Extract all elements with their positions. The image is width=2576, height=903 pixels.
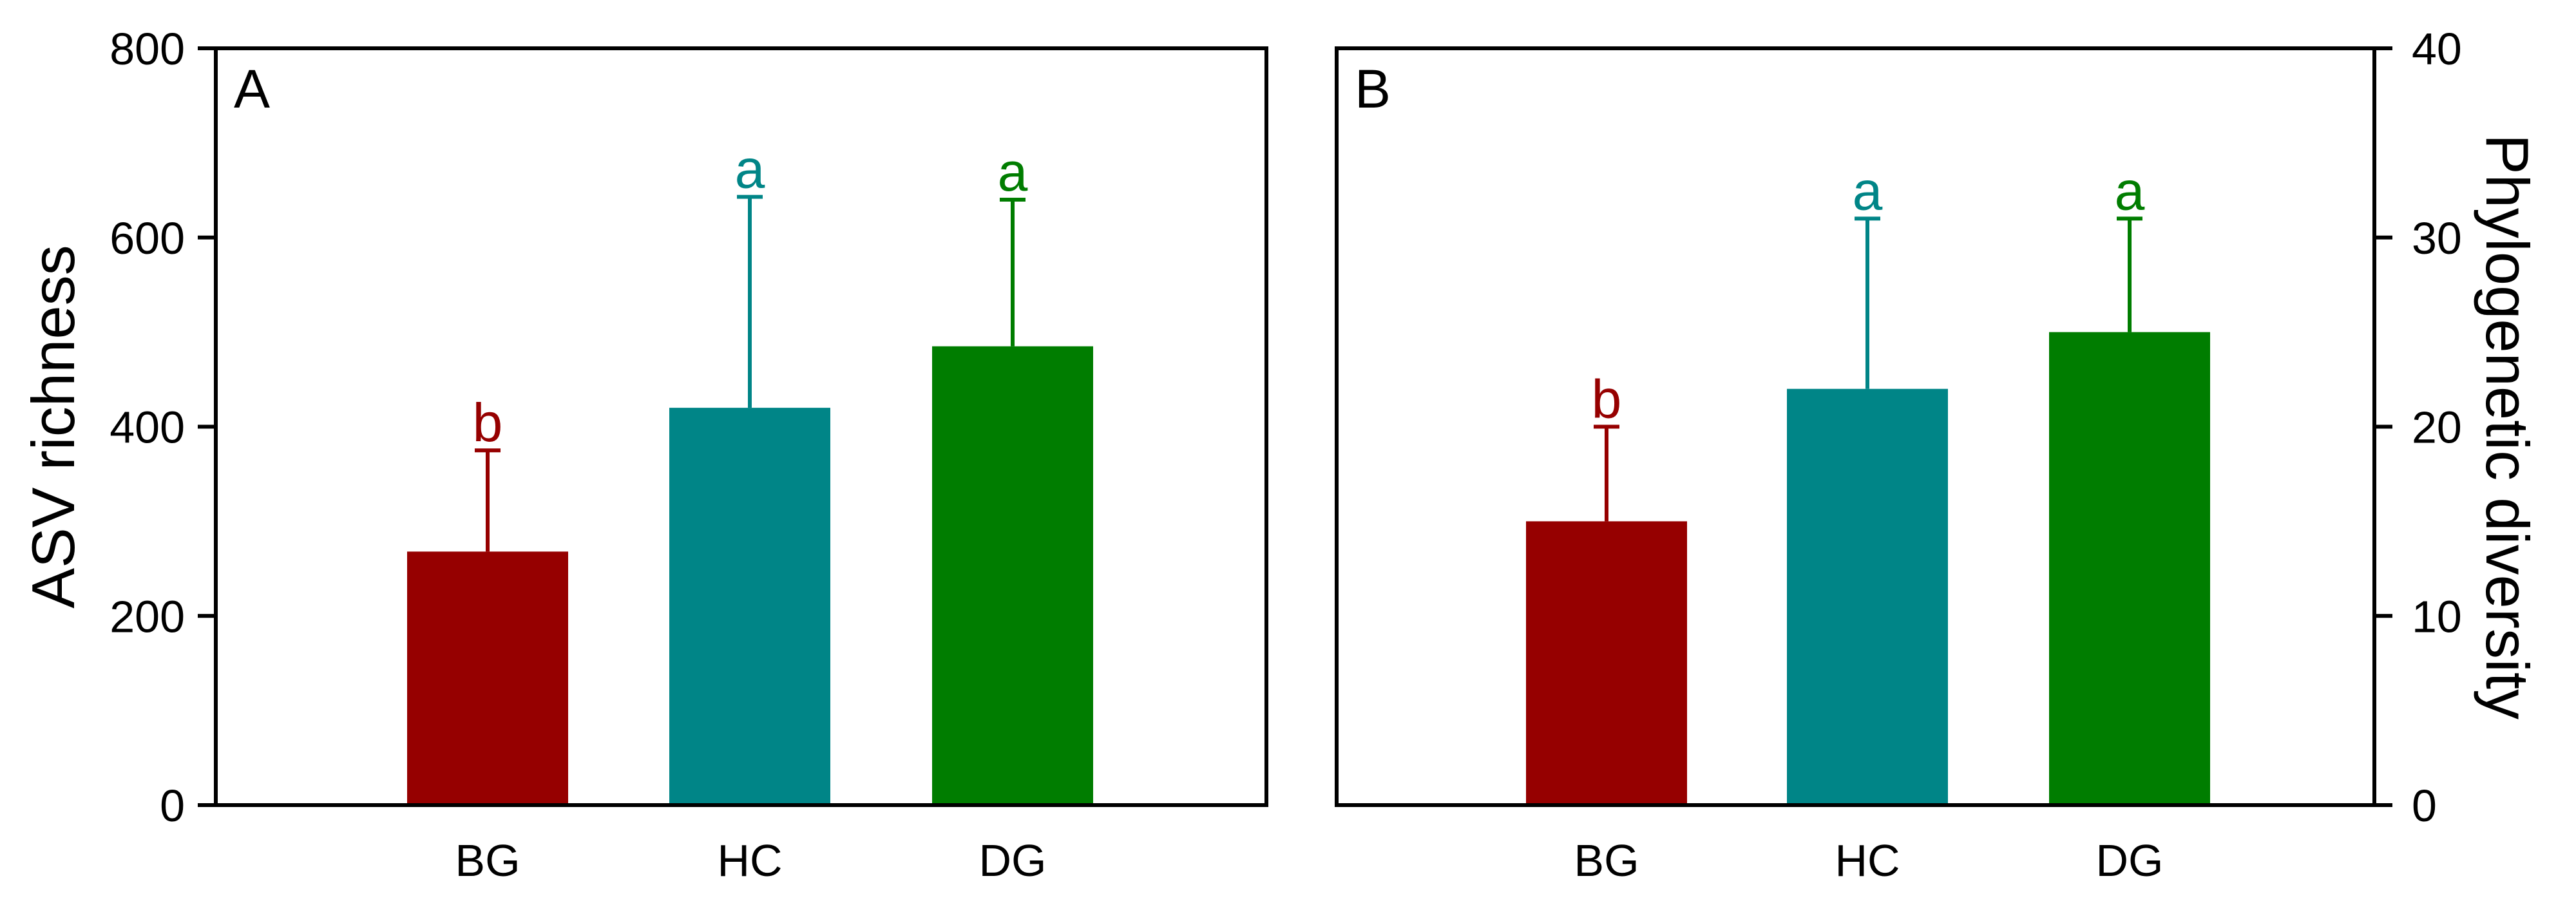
significance-letter: a — [2115, 160, 2145, 221]
panel-a: b BG a HC a DG A 0 200 400 600 800 ASV richness — [19, 24, 1268, 886]
y-axis-title: Phylogenetic diversity — [2474, 134, 2541, 719]
x-tick-label: HC — [1835, 835, 1900, 886]
bar-dg — [932, 346, 1093, 805]
y-tick-label: 30 — [2412, 213, 2462, 263]
significance-letter: a — [998, 142, 1028, 202]
x-tick-label: DG — [979, 835, 1047, 886]
panel-b: b BG a HC a DG B 0 10 20 30 40 Phylogenetic diversit… — [1335, 24, 2541, 886]
bar-bg — [1526, 521, 1687, 805]
x-tick-label: DG — [2096, 835, 2164, 886]
significance-letter: b — [473, 392, 503, 453]
y-tick-label: 200 — [110, 591, 185, 642]
bar-dg — [2049, 332, 2210, 805]
bar-hc — [1787, 388, 1948, 805]
y-tick-label: 10 — [2412, 591, 2462, 642]
x-tick-label: BG — [455, 835, 520, 886]
y-tick-label: 600 — [110, 213, 185, 263]
significance-letter: a — [1853, 160, 1883, 221]
y-tick-label: 400 — [110, 403, 185, 453]
x-tick-label: BG — [1574, 835, 1639, 886]
significance-letter: a — [735, 139, 765, 200]
y-axis-title: ASV richness — [19, 245, 87, 608]
bar-hc — [669, 408, 830, 805]
y-tick-label: 800 — [110, 24, 185, 74]
y-tick-label: 0 — [160, 781, 185, 831]
x-tick-label: HC — [717, 835, 782, 886]
panel-label: B — [1355, 59, 1391, 119]
significance-letter: b — [1592, 369, 1622, 430]
y-tick-label: 20 — [2412, 403, 2462, 453]
bar-bg — [407, 551, 568, 805]
y-tick-label: 0 — [2412, 781, 2437, 831]
y-tick-label: 40 — [2412, 24, 2462, 74]
panel-label: A — [234, 59, 270, 119]
